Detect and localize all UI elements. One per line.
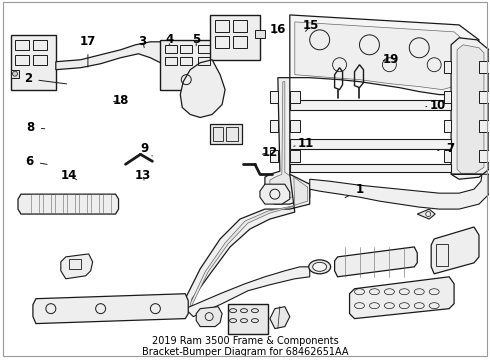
Polygon shape: [290, 100, 451, 109]
Bar: [15, 40, 29, 50]
Text: 9: 9: [141, 142, 152, 156]
Bar: [228, 304, 268, 334]
Polygon shape: [270, 121, 278, 132]
Text: 1: 1: [345, 184, 364, 198]
Polygon shape: [431, 227, 479, 274]
Text: 4: 4: [165, 33, 173, 46]
Bar: [210, 15, 260, 60]
Polygon shape: [417, 209, 435, 219]
Polygon shape: [33, 294, 188, 324]
Polygon shape: [290, 91, 300, 103]
Bar: [215, 20, 229, 32]
Polygon shape: [260, 184, 290, 204]
Polygon shape: [270, 82, 300, 199]
Polygon shape: [479, 61, 489, 73]
Text: 18: 18: [112, 94, 129, 107]
Polygon shape: [185, 267, 310, 317]
Text: 7: 7: [438, 142, 454, 155]
Polygon shape: [270, 150, 278, 162]
Bar: [160, 40, 212, 90]
Polygon shape: [61, 254, 93, 279]
Polygon shape: [479, 150, 489, 162]
Bar: [165, 57, 177, 65]
Bar: [233, 36, 247, 48]
Text: 8: 8: [26, 121, 45, 134]
Polygon shape: [444, 61, 451, 73]
Text: 2019 Ram 3500 Frame & Components
Bracket-Bumper Diagram for 68462651AA: 2019 Ram 3500 Frame & Components Bracket…: [142, 336, 348, 357]
Polygon shape: [18, 194, 119, 214]
Polygon shape: [290, 150, 300, 162]
Text: 16: 16: [270, 23, 286, 36]
Polygon shape: [457, 45, 484, 173]
Polygon shape: [290, 164, 451, 172]
Polygon shape: [349, 277, 454, 319]
Polygon shape: [290, 15, 479, 95]
Text: 6: 6: [25, 155, 47, 168]
Text: 17: 17: [80, 35, 96, 67]
Polygon shape: [180, 60, 225, 117]
Circle shape: [13, 71, 18, 76]
Bar: [33, 55, 47, 65]
Bar: [180, 57, 192, 65]
Polygon shape: [270, 307, 290, 329]
Text: 10: 10: [426, 99, 446, 112]
Polygon shape: [479, 121, 489, 132]
Bar: [213, 127, 223, 141]
Polygon shape: [290, 121, 300, 132]
Polygon shape: [190, 177, 308, 309]
Polygon shape: [444, 91, 451, 103]
Polygon shape: [183, 174, 310, 314]
Bar: [15, 55, 29, 65]
Bar: [11, 35, 56, 90]
Polygon shape: [270, 91, 278, 103]
Polygon shape: [310, 174, 489, 209]
Bar: [165, 45, 177, 53]
Polygon shape: [451, 38, 489, 179]
Polygon shape: [295, 22, 469, 90]
Text: 11: 11: [294, 137, 314, 150]
Polygon shape: [444, 121, 451, 132]
Bar: [255, 30, 265, 38]
Bar: [33, 40, 47, 50]
Bar: [69, 259, 81, 269]
Bar: [215, 36, 229, 48]
Bar: [180, 45, 192, 53]
Bar: [233, 20, 247, 32]
Text: 15: 15: [303, 19, 319, 32]
Text: 3: 3: [139, 35, 147, 48]
Text: 13: 13: [134, 169, 150, 182]
Bar: [436, 244, 448, 266]
Text: 12: 12: [261, 146, 277, 159]
Text: 19: 19: [383, 53, 399, 66]
Bar: [198, 45, 210, 53]
Text: 14: 14: [61, 169, 77, 182]
Polygon shape: [196, 307, 222, 327]
Polygon shape: [479, 91, 489, 103]
Polygon shape: [290, 139, 451, 149]
Text: 5: 5: [192, 33, 200, 46]
Text: 2: 2: [24, 72, 67, 85]
Bar: [226, 127, 238, 141]
Polygon shape: [265, 78, 310, 204]
Polygon shape: [335, 247, 417, 277]
Polygon shape: [444, 150, 451, 162]
Bar: [210, 125, 242, 144]
Bar: [11, 70, 19, 78]
Bar: [198, 57, 210, 65]
Ellipse shape: [313, 262, 327, 271]
Ellipse shape: [309, 260, 331, 274]
Polygon shape: [56, 42, 185, 70]
